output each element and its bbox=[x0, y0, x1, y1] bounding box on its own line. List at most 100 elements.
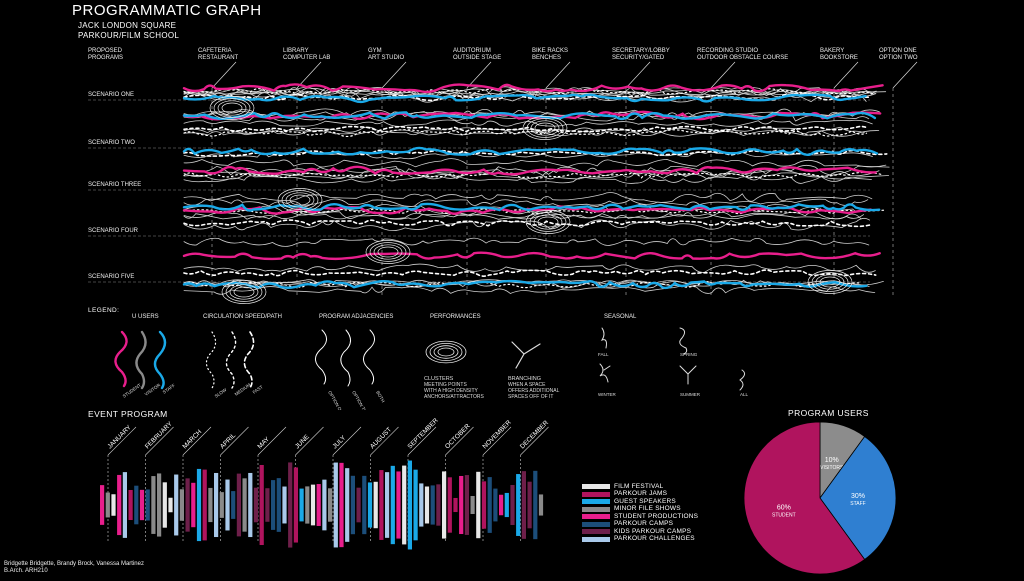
path-dotted-36 bbox=[183, 219, 871, 228]
event-bar-36 bbox=[305, 486, 310, 524]
program-header-3: AUDITORIUM OUTSIDE STAGE bbox=[453, 48, 502, 61]
event-legend-label-3: MINOR FILE SHOWS bbox=[614, 505, 681, 512]
cluster-ring-6-3 bbox=[807, 270, 853, 294]
pie-value-staff: 30% bbox=[851, 493, 865, 500]
event-bar-31 bbox=[276, 478, 281, 532]
cluster-ring-1-3 bbox=[522, 116, 568, 140]
event-bar-57 bbox=[424, 486, 430, 524]
legend-spring-label: SPRING bbox=[680, 352, 698, 357]
legend-users-title: U USERS bbox=[132, 314, 159, 320]
legend-medium-path bbox=[225, 331, 237, 389]
program-header-0: CAFETERIA RESTAURANT bbox=[198, 48, 239, 61]
legend-fast-label: FAST bbox=[252, 384, 264, 395]
path-dotted-26 bbox=[183, 149, 888, 157]
path-dotted-17 bbox=[183, 129, 868, 138]
cluster-ring-6-2 bbox=[811, 272, 849, 292]
event-legend-swatch-5 bbox=[582, 521, 610, 527]
cluster-ring-1-2 bbox=[526, 118, 564, 138]
header-leader-5 bbox=[625, 61, 651, 89]
cluster-ring-3-0 bbox=[537, 216, 559, 228]
program-header-1: LIBRARY COMPUTER LAB bbox=[283, 48, 331, 61]
event-legend-swatch-1 bbox=[582, 491, 610, 497]
path-grey-5 bbox=[183, 86, 887, 96]
event-bar-49 bbox=[379, 470, 384, 540]
event-bar-71 bbox=[504, 492, 509, 518]
event-program-title: EVENT PROGRAM bbox=[88, 409, 168, 419]
legend-staff-path bbox=[153, 330, 167, 390]
event-bar-68 bbox=[487, 477, 492, 533]
event-bar-34 bbox=[293, 467, 298, 543]
event-bar-16 bbox=[191, 482, 196, 528]
scenario-graph bbox=[88, 61, 918, 304]
event-bar-44 bbox=[350, 475, 355, 535]
event-bar-33 bbox=[288, 462, 293, 548]
scenario-label-4: SCENARIO FIVE bbox=[88, 274, 135, 280]
legend-branching-icon bbox=[511, 341, 541, 369]
event-bar-38 bbox=[316, 484, 321, 526]
event-bar-6 bbox=[134, 485, 139, 525]
legend-visitor-path bbox=[135, 330, 147, 390]
path-grey-40 bbox=[183, 237, 870, 247]
path-staff-9 bbox=[182, 93, 867, 104]
header-leader-4 bbox=[545, 61, 571, 89]
program-header-6: RECORDING STUDIO OUTDOOR OBSTACLE COURSE bbox=[697, 48, 789, 61]
event-bar-14 bbox=[179, 489, 184, 521]
pie-slice-student bbox=[743, 421, 866, 575]
event-bar-62 bbox=[453, 497, 458, 513]
subtitle-site: JACK LONDON SQUARE bbox=[78, 21, 177, 30]
event-bar-35 bbox=[299, 488, 304, 522]
event-bar-42 bbox=[339, 462, 344, 548]
event-bar-12 bbox=[168, 497, 173, 513]
event-legend-swatch-0 bbox=[582, 484, 610, 489]
event-bar-26 bbox=[248, 472, 253, 538]
pie-value-visitors: 10% bbox=[825, 457, 839, 464]
path-student-48 bbox=[182, 251, 881, 261]
month-leader-2 bbox=[182, 426, 212, 456]
legend-both-label: BOTH bbox=[375, 390, 386, 403]
event-bar-22 bbox=[225, 479, 230, 531]
event-bar-29 bbox=[265, 488, 270, 522]
event-legend-label-5: PARKOUR CAMPS bbox=[614, 520, 674, 527]
month-label-7: AUGUST bbox=[369, 426, 393, 450]
event-legend-swatch-3 bbox=[582, 506, 610, 512]
path-student-28 bbox=[182, 165, 877, 176]
legend-option-one-path bbox=[315, 329, 327, 385]
pie-value-student: 60% bbox=[777, 505, 791, 512]
event-bar-24 bbox=[236, 473, 241, 537]
cluster-ring-0-0 bbox=[221, 102, 243, 114]
legend-slow-path bbox=[205, 331, 217, 389]
event-bar-4 bbox=[122, 472, 127, 538]
legend-option-two-label: OPTION TWO bbox=[351, 390, 370, 410]
month-label-1: FEBRUARY bbox=[144, 420, 174, 450]
program-header-2: GYM ART STUDIO bbox=[368, 48, 405, 61]
event-legend-label-1: PARKOUR JAMS bbox=[614, 490, 668, 497]
legend-cluster-ring-1 bbox=[433, 345, 459, 359]
legend-fall-label: FALL bbox=[598, 352, 609, 357]
month-leader-9 bbox=[445, 426, 474, 456]
path-grey-25 bbox=[183, 158, 887, 168]
path-dotted-37 bbox=[183, 208, 885, 215]
month-label-8: SEPTEMBER bbox=[406, 417, 440, 451]
month-leader-4 bbox=[257, 426, 287, 456]
event-bar-55 bbox=[413, 469, 418, 541]
legend-summer-icon bbox=[679, 365, 697, 385]
event-bar-48 bbox=[373, 481, 378, 529]
program-header-5: SECRETARY/LOBBY SECURITY/GATED bbox=[612, 48, 670, 61]
month-label-4: MAY bbox=[256, 435, 271, 450]
cluster-ring-2-3 bbox=[277, 188, 323, 212]
month-leader-3 bbox=[220, 426, 249, 456]
program-users-pie: 10%VISITORS 30%STAFF 60%STUDENT bbox=[743, 421, 897, 575]
proposed-programs-label: PROPOSED PROGRAMS bbox=[88, 48, 124, 61]
legend-student-path bbox=[114, 330, 128, 388]
event-bar-66 bbox=[476, 471, 481, 539]
cluster-ring-0-3 bbox=[209, 96, 255, 120]
header-leader-0 bbox=[211, 61, 237, 89]
cluster-ring-3-3 bbox=[525, 210, 571, 234]
path-staff-29 bbox=[182, 146, 879, 157]
month-label-0: JANUARY bbox=[106, 424, 133, 451]
cluster-ring-0-1 bbox=[217, 100, 247, 116]
cluster-ring-5-1 bbox=[229, 284, 259, 300]
event-bar-41 bbox=[333, 462, 338, 548]
header-leader-7 bbox=[833, 61, 859, 89]
path-student-8 bbox=[182, 83, 884, 94]
